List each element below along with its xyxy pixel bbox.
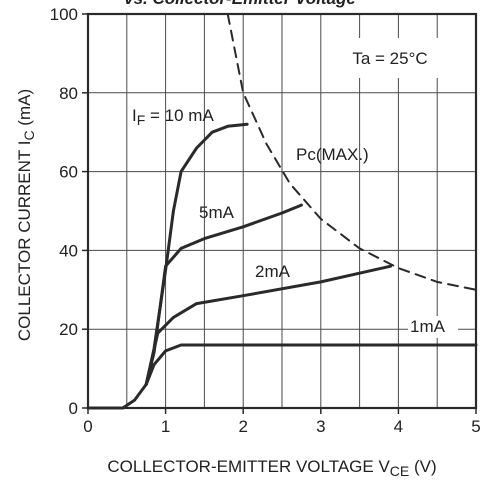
series-label-5ma: 5mA [199,203,235,222]
chart-title: vs. Collector-Emitter Voltage [124,0,356,8]
series-label-2ma: 2mA [255,262,291,281]
y-tick-label: 40 [59,241,78,260]
x-tick-label: 2 [238,417,247,436]
y-tick-label: 0 [69,399,78,418]
tick-labels: 0 1 2 3 4 5 0 20 40 60 80 100 [50,5,481,436]
x-axis-label: COLLECTOR-EMITTER VOLTAGE VCE (V) [107,457,436,479]
y-axis-label-unit: (mA) [15,89,34,131]
series-label-if-suffix: = 10 mA [145,106,214,125]
series-labels: IF = 10 mA 5mA 2mA 1mA [132,106,458,338]
condition-box [322,38,462,78]
series-label-if-main: I [132,106,137,125]
y-tick-label: 60 [59,163,78,182]
temperature-annotation: Ta = 25°C [352,49,427,68]
x-axis-label-main: COLLECTOR-EMITTER VOLTAGE V [107,457,390,476]
y-axis-label-sub: C [21,130,37,140]
y-axis-label-main: COLLECTOR CURRENT I [15,141,34,342]
curves [86,13,478,410]
series-label-1ma: 1mA [410,317,446,336]
x-axis-label-sub: CE [390,463,409,479]
y-tick-label: 100 [50,5,78,24]
x-tick-label: 3 [316,417,325,436]
series-line-1ma [144,343,478,386]
series-line-pc-max [226,13,477,291]
series-label-if-sub: F [137,112,146,128]
series-line-i [86,122,249,410]
y-tick-label: 20 [59,320,78,339]
y-axis-label: COLLECTOR CURRENT IC (mA) [15,89,37,341]
plot-frame [86,12,478,410]
series-label-1ma-bg [408,316,458,338]
x-axis-label-unit: (V) [409,457,436,476]
y-tick-label: 80 [59,84,78,103]
series-line-2ma [144,264,393,386]
series-label-if-10ma: IF = 10 mA [132,106,214,128]
x-tick-label: 4 [394,417,403,436]
pc-max-label: Pc(MAX.) [296,145,369,164]
x-tick-label: 5 [471,417,480,436]
x-tick-label: 1 [161,417,170,436]
x-tick-label: 0 [83,417,92,436]
